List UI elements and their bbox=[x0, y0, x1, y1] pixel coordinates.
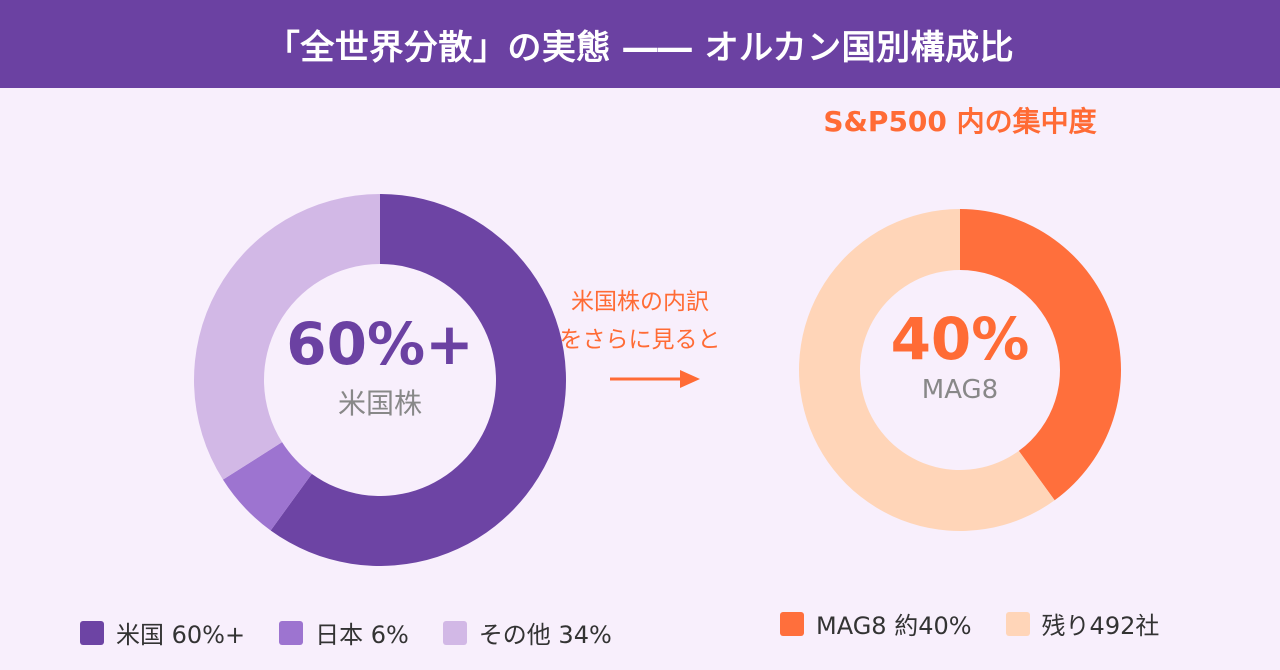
orcan-legend: 米国 60%+ 日本 6% その他 34% bbox=[80, 615, 646, 650]
legend-item-us: 米国 60%+ bbox=[80, 615, 245, 650]
orcan-slice-0 bbox=[270, 194, 566, 566]
legend-item-rest: 残り492社 bbox=[1005, 606, 1160, 641]
orcan-slice-2 bbox=[193, 194, 380, 480]
arrow-right-icon bbox=[610, 370, 700, 388]
sp500-slice-1 bbox=[799, 209, 1055, 532]
orcan-center-value: 60%+ bbox=[286, 310, 474, 378]
legend-label: 日本 6% bbox=[315, 621, 409, 649]
transition-text: 米国株の内訳 をさらに見ると bbox=[530, 283, 750, 359]
page-title: 「全世界分散」の実態 ―― オルカン国別構成比 bbox=[265, 27, 1015, 68]
legend-label: MAG8 約40% bbox=[816, 612, 972, 640]
legend-item-other: その他 34% bbox=[442, 615, 612, 650]
transition-line-2: をさらに見ると bbox=[559, 327, 721, 353]
legend-swatch bbox=[442, 620, 467, 645]
sp500-chart-title: S&P500 内の集中度 bbox=[823, 105, 1097, 138]
legend-swatch bbox=[279, 620, 304, 645]
orcan-slice-1 bbox=[222, 442, 312, 531]
transition-line-1: 米国株の内訳 bbox=[571, 289, 709, 315]
legend-swatch bbox=[780, 611, 804, 636]
legend-swatch bbox=[80, 620, 104, 645]
sp500-legend: MAG8 約40% 残り492社 bbox=[780, 606, 1193, 641]
legend-item-japan: 日本 6% bbox=[279, 615, 409, 650]
legend-item-mag8: MAG8 約40% bbox=[780, 606, 972, 641]
legend-label: 残り492社 bbox=[1041, 612, 1160, 640]
page-header: 「全世界分散」の実態 ―― オルカン国別構成比 bbox=[0, 0, 1280, 88]
legend-label: その他 34% bbox=[478, 621, 612, 649]
orcan-center-label: 米国株 bbox=[337, 387, 422, 420]
legend-swatch bbox=[1005, 611, 1030, 636]
sp500-center-value: 40% bbox=[890, 305, 1030, 373]
legend-label: 米国 60%+ bbox=[116, 621, 246, 649]
sp500-center-label: MAG8 bbox=[921, 375, 999, 405]
sp500-slice-0 bbox=[960, 209, 1121, 501]
